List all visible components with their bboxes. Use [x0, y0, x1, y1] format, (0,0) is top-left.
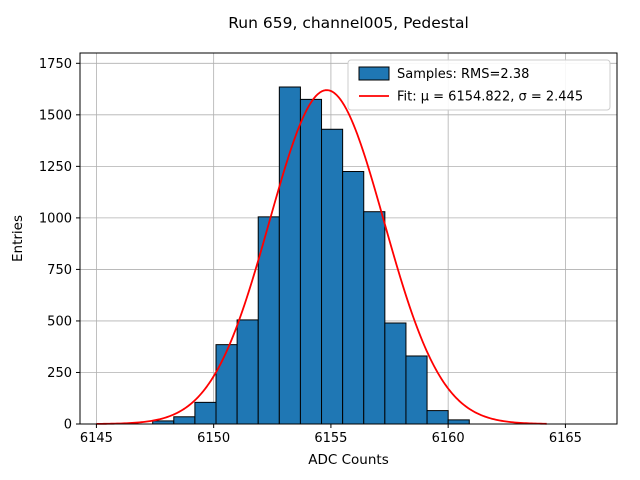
y-tick-label: 750 [47, 263, 72, 278]
histogram-bar [363, 211, 386, 425]
chart-title: Run 659, channel005, Pedestal [228, 14, 469, 32]
histogram-bar [194, 401, 217, 425]
y-tick-label: 250 [47, 366, 72, 381]
legend-samples-swatch [358, 66, 390, 81]
y-tick-label: 1000 [39, 211, 72, 226]
histogram-bar [342, 171, 365, 425]
y-tick-label: 0 [64, 418, 72, 433]
legend-samples-label: Samples: RMS=2.38 [397, 67, 529, 82]
x-tick-label: 6145 [80, 431, 113, 446]
histogram-bar [215, 344, 238, 425]
y-tick-label: 500 [47, 314, 72, 329]
x-tick-label: 6155 [314, 431, 347, 446]
y-tick-label: 1250 [39, 160, 72, 175]
legend-fit-label: Fit: μ = 6154.822, σ = 2.445 [397, 90, 583, 105]
histogram-bar [299, 98, 323, 425]
y-tick-label: 1500 [39, 108, 72, 123]
y-tick-label: 1750 [39, 57, 72, 72]
gaussian-fit-line [96, 89, 547, 425]
legend-box [347, 59, 611, 111]
axes-frame [79, 52, 618, 425]
histogram-bar [426, 410, 449, 425]
histogram-bar [321, 128, 344, 425]
histogram-bar [236, 319, 259, 425]
x-tick-label: 6160 [432, 431, 465, 446]
y-axis-label: Entries [10, 215, 26, 262]
histogram-bar [173, 416, 196, 425]
histogram-bar [384, 322, 407, 425]
x-tick-label: 6150 [197, 431, 230, 446]
histogram-bar [405, 355, 428, 425]
histogram-bar [447, 419, 470, 425]
x-tick-label: 6165 [549, 431, 582, 446]
x-axis-label: ADC Counts [308, 452, 388, 468]
histogram-bar [278, 86, 301, 425]
